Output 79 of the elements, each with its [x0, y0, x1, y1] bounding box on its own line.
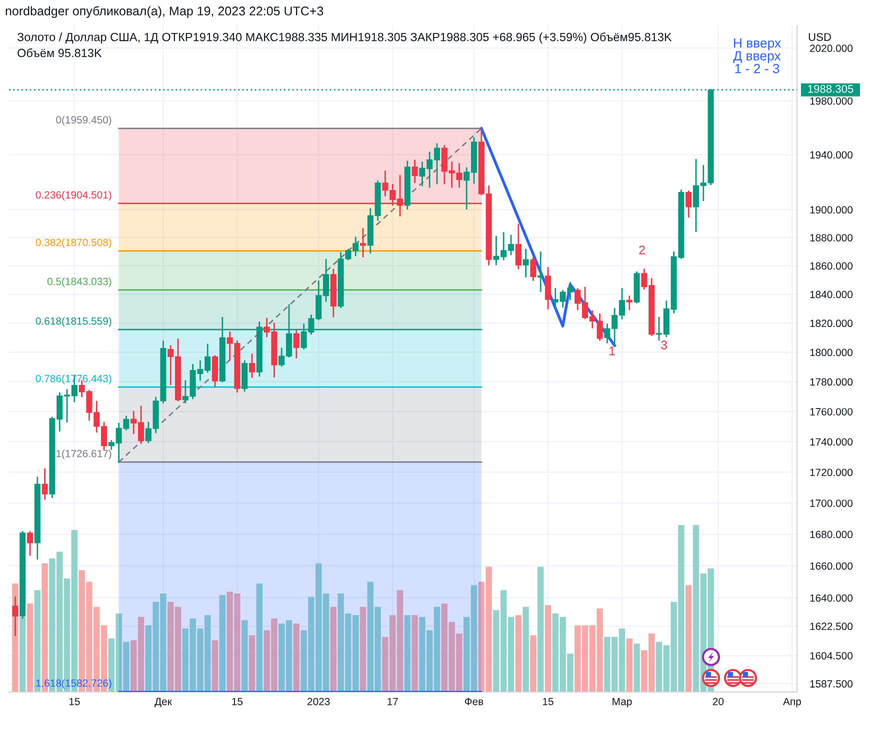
y-tick-label: 1780.000 — [810, 378, 853, 386]
y-tick-label: 1660.000 — [810, 562, 853, 570]
y-tick-label: 1587.500 — [810, 680, 853, 688]
y-tick-label: 2020.000 — [810, 44, 853, 52]
candlestick — [538, 252, 544, 292]
candlestick — [27, 531, 34, 556]
y-tick-label: 1604.500 — [810, 652, 853, 660]
bar — [412, 615, 418, 692]
y-tick-label: 1980.000 — [810, 97, 853, 105]
candlestick — [515, 224, 522, 270]
bar — [330, 606, 337, 692]
x-tick-label: 15 — [232, 698, 243, 706]
ref-line-label: 1.618(1582.726) — [36, 679, 112, 689]
y-tick-label: 1740.000 — [810, 438, 853, 446]
bar — [360, 606, 366, 692]
candlestick — [544, 267, 552, 310]
candlestick — [360, 228, 366, 258]
x-tick-label: 20 — [712, 698, 724, 706]
bar — [685, 585, 692, 692]
y-tick-label: 1622.500 — [810, 622, 853, 630]
bar — [26, 603, 34, 692]
candlestick — [686, 190, 692, 218]
y-tick-label: 1860.000 — [810, 262, 853, 270]
bar — [248, 635, 256, 692]
bar — [544, 605, 552, 692]
x-tick-label: Апр — [783, 698, 801, 708]
y-tick-label: 1760.000 — [810, 408, 853, 416]
x-tick-label: 2023 — [308, 698, 330, 706]
annotation: Н вверх Д вверх 1 - 2 - 3 — [733, 38, 781, 74]
bar — [404, 615, 411, 692]
candlestick — [42, 468, 48, 500]
y-tick-label: 1800.000 — [810, 348, 853, 356]
annotation: 1 — [609, 346, 615, 356]
candlestick — [522, 248, 529, 278]
bar — [256, 583, 263, 692]
x-tick-label: 15 — [543, 698, 554, 706]
ref-line-label: 1988.305 — [808, 84, 854, 93]
candlestick — [293, 330, 300, 358]
x-tick-label: 15 — [69, 698, 80, 706]
candlestick — [530, 255, 536, 281]
text: Золото / Доллар США, 1Д ОТКР1919.340 МАКС1988.335 МИН1918.305 ЗАКР1988.305 +68.965 (+3.59%) Объём95.813K — [17, 32, 672, 44]
chart-title: Объём 95.813K — [18, 48, 102, 58]
annotation: 2 — [639, 246, 645, 254]
bar — [219, 595, 226, 692]
y-tick-label: 1820.000 — [810, 320, 853, 328]
bar — [530, 635, 536, 692]
bar — [212, 640, 218, 692]
bar — [293, 624, 300, 692]
ref-line-label: 0.382(1870.508) — [36, 238, 112, 248]
chart-title: nordbadger опубликовал(а), Мар 19, 2023 22:05 UTC+3 — [6, 6, 324, 18]
ref-line-label: 1(1726.617) — [56, 450, 112, 460]
candlestick — [412, 160, 418, 184]
x-tick-label: Дек — [154, 698, 172, 708]
candlestick — [248, 354, 256, 378]
bar — [242, 620, 248, 692]
line-series — [480, 126, 616, 347]
bar — [515, 615, 522, 692]
x-tick-label: Мар — [612, 698, 632, 708]
y-axis-title: USD — [808, 33, 831, 41]
x-tick-label: Фев — [464, 698, 484, 706]
x-tick-label: 17 — [388, 698, 398, 706]
y-tick-label: 1880.000 — [810, 234, 853, 242]
y-tick-label: 1940.000 — [810, 151, 853, 159]
bar — [634, 644, 640, 692]
y-tick-label: 1900.000 — [810, 206, 853, 214]
ref-line-label: 0.236(1904.501) — [36, 190, 112, 201]
y-tick-label: 1720.000 — [810, 468, 853, 476]
annotation: 3 — [661, 340, 667, 350]
ref-line-label: 0.5(1843.033) — [47, 277, 112, 288]
y-tick-label: 1680.000 — [810, 530, 853, 538]
ref-line-label: 0.618(1815.559) — [36, 317, 112, 327]
bar — [537, 566, 544, 692]
bar — [626, 638, 633, 692]
y-tick-label: 1840.000 — [810, 290, 853, 298]
bar — [522, 606, 529, 692]
y-tick-label: 1700.000 — [810, 500, 853, 507]
candlestick — [626, 296, 632, 310]
ref-line-label: 0(1959.450) — [56, 116, 112, 126]
y-tick-label: 1640.000 — [810, 594, 853, 602]
